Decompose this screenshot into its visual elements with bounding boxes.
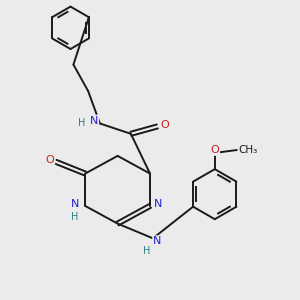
Text: CH₃: CH₃ xyxy=(238,145,258,155)
Text: O: O xyxy=(160,120,169,130)
Text: H: H xyxy=(143,246,150,256)
Text: N: N xyxy=(90,116,98,126)
Text: N: N xyxy=(154,200,162,209)
Text: O: O xyxy=(46,155,54,165)
Text: H: H xyxy=(78,118,85,128)
Text: N: N xyxy=(71,200,79,209)
Text: N: N xyxy=(153,236,161,246)
Text: O: O xyxy=(210,145,219,155)
Text: H: H xyxy=(71,212,79,222)
